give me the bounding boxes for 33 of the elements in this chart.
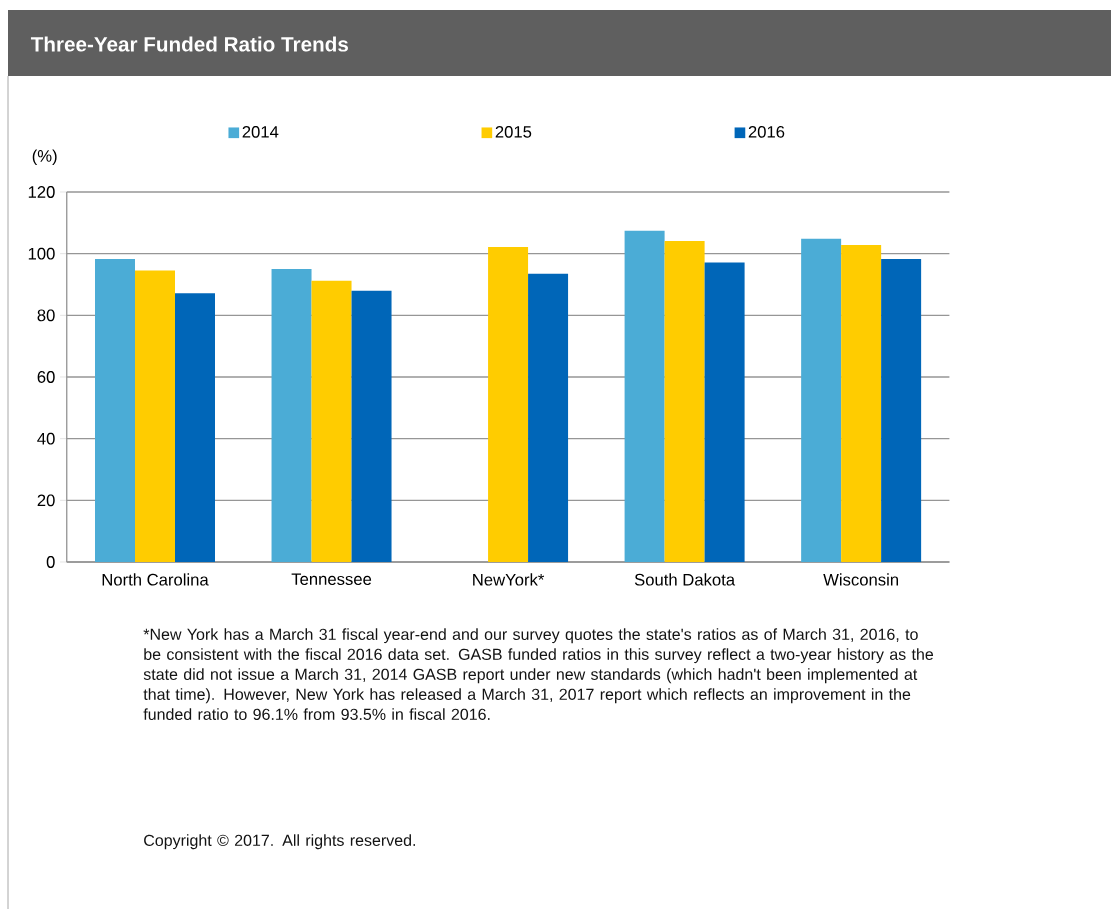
x-tick-label: North Carolina (102, 573, 209, 586)
legend-label: 2016 (748, 125, 785, 138)
y-axis-title: (%) (32, 149, 57, 166)
y-tick-label: 20 (37, 494, 55, 507)
bar (704, 262, 745, 562)
bar (528, 273, 569, 562)
chart-title: Three-Year Funded Ratio Trends (30, 36, 348, 52)
legend-label: 2014 (242, 125, 279, 138)
y-tick-label: 60 (37, 371, 55, 383)
y-tick-label: 120 (28, 186, 55, 198)
bar (135, 270, 176, 562)
text: *New York has a March 31 fiscal year-end and our survey quotes the state's ratios as of March 31, 2016, to be consistent with the fiscal 2016 data set. GASB funded ratios in this survey reflect a two-year history as the state did not issue a March 31, 2014 GASB report under new standards (which hadn't been implemented at that time). However, New York has released a March 31, 2017 report which reflects an improvement in the funded ratio to 96.1% from 93.5% in fiscal 2016. (143, 628, 934, 720)
x-tick-label: Wisconsin (823, 573, 898, 586)
bar (271, 269, 312, 562)
x-tick-label: Tennessee (291, 573, 372, 586)
bar (175, 293, 215, 562)
y-tick-label: 80 (37, 309, 55, 322)
x-tick-label: South Dakota (634, 573, 736, 586)
bar (624, 230, 665, 562)
bar (488, 246, 529, 562)
bar (351, 290, 392, 562)
y-tick-label: 0 (46, 556, 55, 568)
x-tick-label: NewYork* (473, 573, 545, 586)
bar (664, 241, 705, 562)
bar (841, 245, 882, 562)
bar (95, 258, 135, 562)
legend-label: 2015 (495, 125, 532, 138)
y-tick-label: 100 (28, 247, 55, 260)
text: Copyright © 2017. All rights reserved. (144, 834, 416, 850)
bar (881, 258, 922, 562)
bar (311, 280, 352, 562)
bar (801, 238, 842, 562)
y-tick-label: 40 (37, 432, 55, 445)
